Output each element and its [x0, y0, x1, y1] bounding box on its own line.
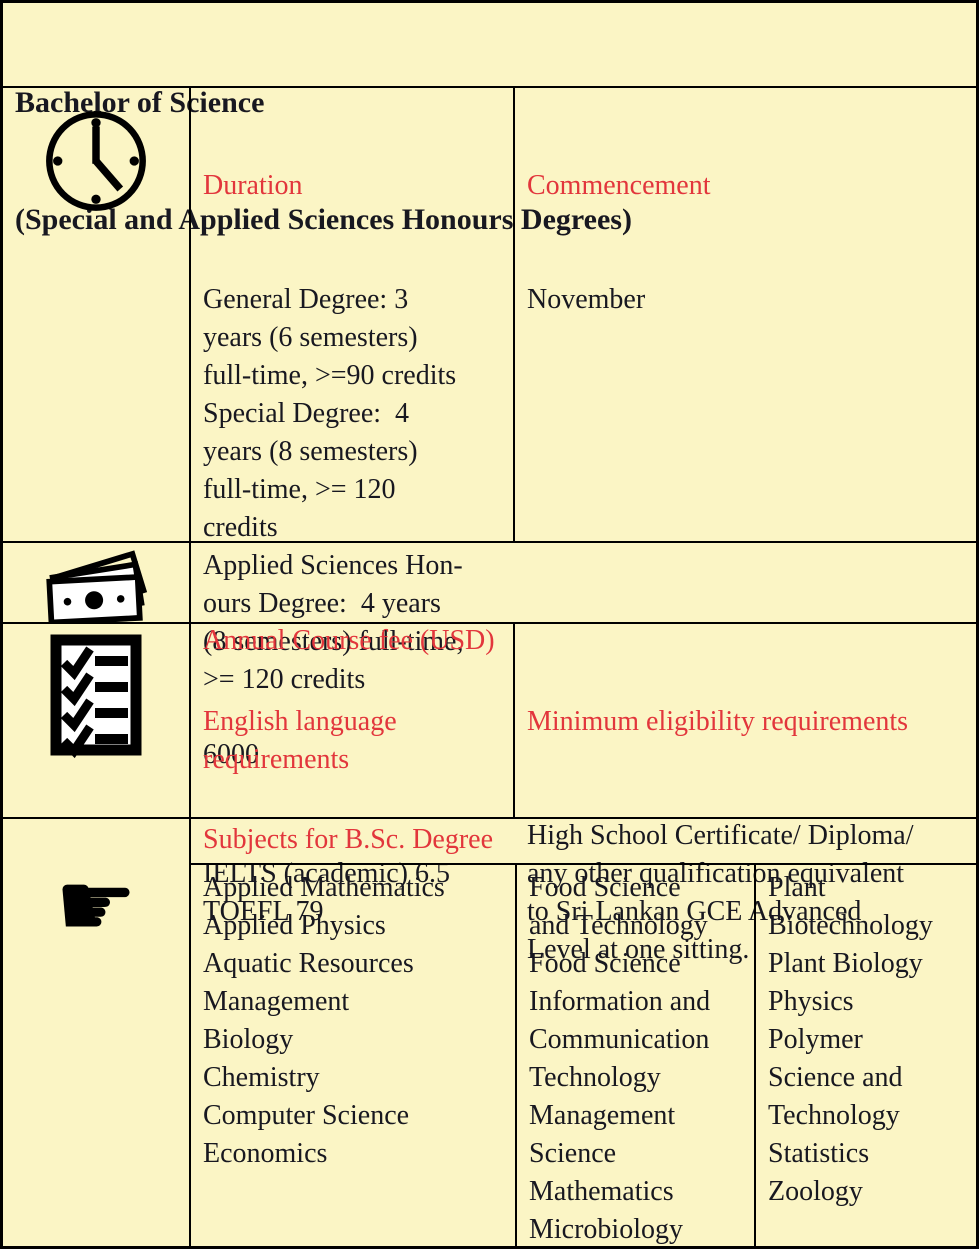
- subjects-columns: Applied Mathematics Applied Physics Aqua…: [191, 865, 976, 1246]
- subjects-content: Subjects for B.Sc. Degree Applied Mathem…: [189, 819, 976, 1246]
- commencement-cell: Commencement November: [513, 88, 976, 541]
- subjects-heading: Subjects for B.Sc. Degree: [191, 819, 976, 865]
- commencement-heading: Commencement: [527, 170, 711, 201]
- subjects-icon-cell: ☛: [3, 819, 189, 1246]
- duration-heading: Duration: [203, 170, 303, 201]
- eligibility-text: High School Certificate/ Diploma/ any ot…: [527, 820, 914, 965]
- table-header: Bachelor of Science (Special and Applied…: [3, 3, 976, 236]
- fee-row: Annual Course fee (USD) 6000: [3, 541, 976, 770]
- duration-icon-cell: [3, 88, 189, 541]
- pointing-hand-icon: ☛: [54, 852, 138, 959]
- fee-icon-cell: [3, 543, 189, 624]
- fee-value: 6000: [203, 739, 259, 770]
- requirements-icon-cell: [3, 624, 189, 817]
- eligibility-cell: Minimum eligibility requirements High Sc…: [513, 624, 976, 965]
- checklist-icon: [50, 634, 142, 759]
- clock-icon: [46, 111, 146, 211]
- eligibility-heading: Minimum eligibility requirements: [527, 706, 909, 737]
- subjects-row: ☛ Subjects for B.Sc. Degree Applied Math…: [3, 817, 976, 1246]
- subjects-column-3: Plant Biotechnology Plant Biology Physic…: [754, 865, 976, 1246]
- requirements-row: English language requirements IELTS (aca…: [3, 622, 976, 965]
- duration-text: General Degree: 3 years (6 semesters) fu…: [203, 284, 464, 695]
- subjects-column-1: Applied Mathematics Applied Physics Aqua…: [203, 872, 445, 1169]
- banknotes-icon: [46, 550, 148, 624]
- fee-heading: Annual Course fee (USD): [203, 625, 495, 656]
- subjects-column-2: Food Science and Technology Food Science…: [515, 865, 754, 1246]
- english-requirements-cell: English language requirements IELTS (aca…: [189, 624, 513, 927]
- english-requirements-heading: English language requirements: [203, 706, 397, 775]
- commencement-value: November: [527, 284, 646, 315]
- fee-cell: Annual Course fee (USD) 6000: [189, 543, 976, 770]
- duration-row: Duration General Degree: 3 years (6 seme…: [3, 86, 976, 695]
- duration-cell: Duration General Degree: 3 years (6 seme…: [189, 88, 513, 695]
- degree-title: Bachelor of Science: [15, 86, 265, 119]
